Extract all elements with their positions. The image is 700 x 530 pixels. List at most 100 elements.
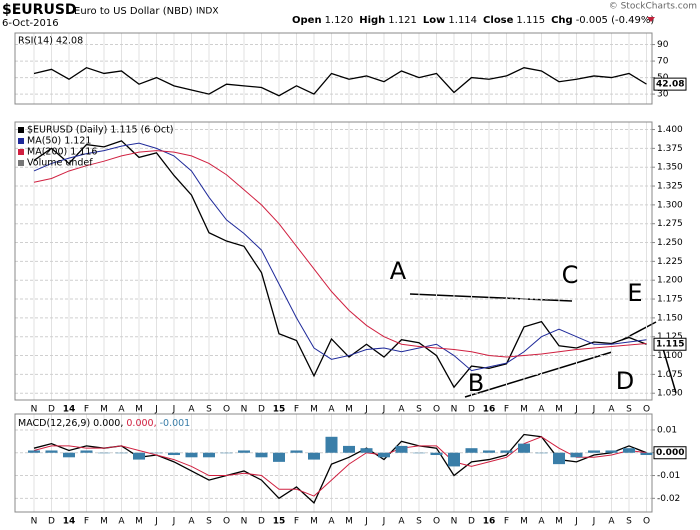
x-tick-label: J: [592, 405, 596, 415]
x-tick-label: A: [398, 405, 405, 415]
date: 6-Oct-2016: [2, 18, 59, 29]
x-tick-label: S: [206, 517, 212, 527]
y-tick-label: 1.100: [657, 351, 683, 361]
legend-entry: MA(200) 1.116: [27, 147, 97, 158]
histogram-bar: [518, 443, 530, 453]
x-tick-label: O: [643, 405, 650, 415]
x-tick-label: O: [643, 517, 650, 527]
histogram-bar: [220, 452, 233, 454]
histogram-bar: [273, 452, 285, 462]
last-value-box: [653, 337, 687, 351]
legend-note: Volume undef: [27, 158, 93, 169]
x-tick-label: F: [294, 517, 299, 527]
x-tick-label: J: [574, 405, 578, 415]
annotation: E: [627, 279, 642, 307]
down-arrow: [647, 17, 655, 22]
y-tick-label: -0.01: [657, 471, 680, 481]
x-tick-label: A: [188, 517, 195, 527]
x-tick-label: M: [345, 517, 353, 527]
x-tick-label: A: [608, 517, 615, 527]
quote-value: -0.005 (-0.49%): [576, 15, 655, 26]
legend-entry: RSI(14) 42.08: [18, 36, 83, 47]
annotation: C: [562, 261, 579, 289]
histogram-bar: [395, 445, 408, 453]
panel-frame: [14, 32, 653, 105]
y-tick-label: 1.050: [657, 389, 683, 399]
histogram-bar: [63, 452, 75, 458]
x-tick-label: M: [310, 405, 318, 415]
instrument-name: Euro to US Dollar (NBD): [74, 6, 193, 17]
x-tick-label: O: [223, 517, 230, 527]
x-tick-label: D: [468, 405, 475, 415]
quote-value: 1.115: [516, 15, 545, 26]
x-tick-label: N: [241, 405, 248, 415]
legend-swatch: [18, 160, 24, 166]
histogram-bar: [290, 450, 303, 453]
series-line: [33, 66, 647, 97]
x-tick-label: J: [592, 517, 596, 527]
x-tick-label: J: [172, 517, 176, 527]
legend-entry: $EURUSD (Daily) 1.115 (6 Oct): [27, 125, 174, 136]
symbol: $EURUSD: [2, 2, 77, 18]
x-tick-label: D: [48, 517, 55, 527]
trend-line: [409, 293, 573, 302]
y-tick-label: 30: [657, 90, 669, 100]
histogram-bar: [28, 450, 40, 453]
histogram-bar: [133, 452, 145, 460]
x-tick-label: N: [241, 517, 248, 527]
credit: © StockCharts.com: [609, 2, 697, 12]
histogram-bar: [150, 452, 163, 454]
y-tick-label: 1.200: [657, 276, 683, 286]
x-tick-label: M: [345, 405, 353, 415]
y-tick-label: 1.150: [657, 313, 683, 323]
x-tick-label: A: [328, 517, 335, 527]
series-line: [33, 142, 647, 372]
x-tick-label: S: [416, 405, 422, 415]
x-tick-label: 15: [273, 517, 286, 527]
x-tick-label: A: [538, 517, 545, 527]
histogram-bar: [115, 452, 128, 454]
y-tick-label: 1.350: [657, 163, 683, 173]
x-tick-label: N: [451, 405, 458, 415]
x-tick-label: 14: [63, 405, 76, 415]
x-tick-label: M: [100, 517, 108, 527]
legend-title: MACD(12,26,9): [18, 418, 90, 429]
quote-value: 1.120: [325, 15, 354, 26]
histogram-bar: [500, 450, 513, 453]
x-tick-label: O: [433, 517, 440, 527]
histogram-bar: [360, 448, 373, 453]
panel-frame: [14, 121, 653, 401]
y-tick-label: -0.02: [657, 494, 680, 504]
histogram-bar: [45, 450, 58, 453]
x-tick-label: N: [31, 517, 38, 527]
x-tick-label: F: [294, 405, 299, 415]
histogram-bar: [238, 450, 250, 453]
quote-label: Chg: [551, 15, 573, 26]
x-tick-label: M: [310, 517, 318, 527]
histogram-bar: [325, 436, 338, 453]
histogram-bar: [413, 452, 425, 454]
x-tick-label: D: [258, 405, 265, 415]
x-tick-label: M: [135, 405, 143, 415]
legend: MACD(12,26,9) 0.000, 0.000, -0.001: [18, 418, 190, 429]
x-tick-label: D: [468, 517, 475, 527]
last-value-label: 1.115: [656, 340, 684, 350]
histogram-bar: [465, 448, 478, 453]
x-tick-label: F: [84, 517, 89, 527]
histogram-bar: [483, 450, 495, 453]
x-tick-label: S: [206, 405, 212, 415]
x-tick-label: J: [172, 405, 176, 415]
x-tick-label: M: [135, 517, 143, 527]
y-tick-label: 1.125: [657, 332, 683, 342]
x-tick-label: 15: [273, 405, 286, 415]
histogram-bar: [255, 452, 268, 458]
x-tick-label: J: [364, 405, 368, 415]
histogram-bar: [623, 448, 635, 453]
histogram-bar: [343, 445, 355, 453]
x-tick-label: M: [555, 517, 563, 527]
x-tick-label: M: [100, 405, 108, 415]
histogram-bar: [605, 450, 618, 453]
exchange: INDX: [196, 7, 218, 17]
quote-value: 1.114: [448, 15, 477, 26]
